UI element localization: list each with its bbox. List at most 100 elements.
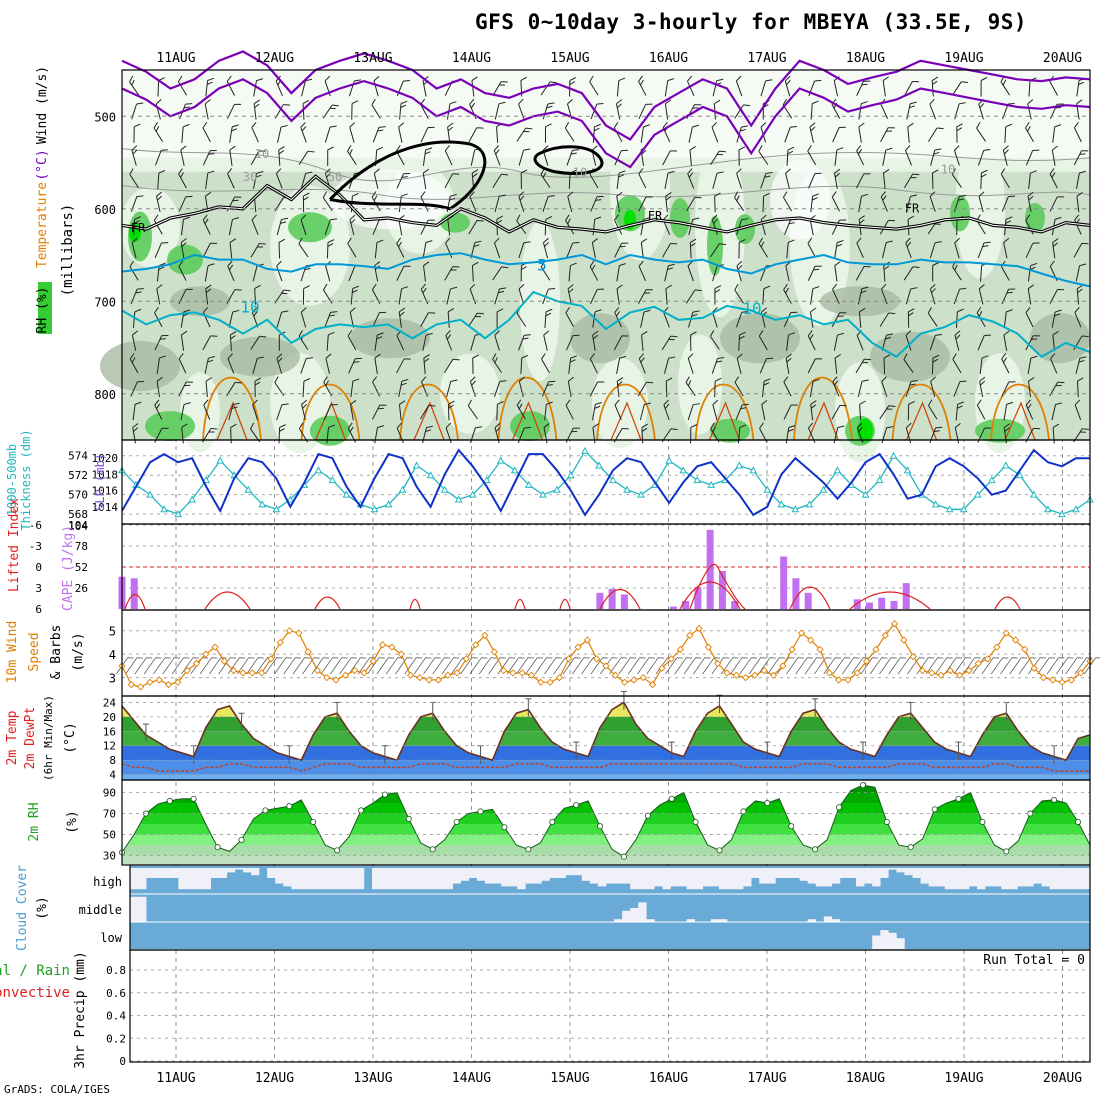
- wind-barb: [882, 76, 889, 97]
- rh-mid-patch: [570, 313, 630, 364]
- boundary-arc: [596, 383, 656, 441]
- cloud-gap: [234, 868, 244, 870]
- thickness-point: [426, 471, 435, 479]
- wind-barb: [516, 127, 533, 142]
- wind-barb: [858, 101, 868, 120]
- wind-barb: [712, 307, 718, 328]
- wind-barb: [931, 354, 940, 375]
- wind-barb: [518, 376, 525, 397]
- wind-speed-point: [267, 655, 275, 663]
- wind-barb: [276, 310, 289, 328]
- rh-contour: [121, 148, 1091, 182]
- surface-wind-barb: [181, 657, 199, 675]
- rh-high-patch: [145, 411, 195, 442]
- rh2m-band: [122, 834, 1090, 846]
- wind-barb: [541, 380, 556, 397]
- wind-barb: [131, 145, 138, 166]
- cloud-gap: [815, 868, 825, 887]
- cloud-gap: [484, 868, 494, 884]
- rh2m-point: [716, 847, 723, 854]
- wind-barb: [298, 237, 309, 258]
- wind-barb: [350, 192, 359, 213]
- wind-barb: [956, 123, 963, 143]
- y-tick-label: 90: [103, 787, 116, 800]
- credit-label: GrADS: COLA/IGES: [4, 1083, 110, 1096]
- cloud-cell: [831, 919, 841, 922]
- cape-bar: [780, 556, 788, 609]
- cloud-cell: [710, 919, 720, 922]
- cloud-gap: [517, 868, 526, 890]
- surface-wind-barb: [907, 657, 925, 675]
- wind-barb: [250, 150, 266, 166]
- cloud-gap: [743, 868, 752, 887]
- cloud-gap: [420, 868, 429, 890]
- wind-barb: [540, 81, 557, 96]
- cloud-gap: [525, 868, 534, 884]
- axis-label-dewpt: 2m DewPt: [23, 707, 38, 770]
- wind-speed-point: [1058, 678, 1066, 686]
- cloud-gap: [355, 868, 365, 890]
- wind-barb: [880, 191, 888, 212]
- cloud-gap: [839, 868, 849, 878]
- wind-speed-point: [369, 657, 377, 665]
- wind-barb: [711, 214, 718, 236]
- boundary-arc-inner: [314, 401, 347, 441]
- wind-barb: [834, 147, 844, 166]
- wind-speed-point: [351, 666, 359, 675]
- wind-barb: [180, 145, 187, 166]
- wind-barb: [545, 123, 552, 143]
- wind-barb: [661, 335, 678, 350]
- wind-barb: [301, 399, 308, 421]
- thickness-point: [244, 485, 253, 493]
- wind-barb: [178, 260, 187, 281]
- wind-barb: [374, 425, 385, 444]
- axis-label-rh: RH (%): [35, 287, 50, 334]
- rh-high-patch: [710, 418, 750, 443]
- y-tick-label: 1018: [92, 468, 119, 481]
- rh2m-point: [549, 818, 556, 825]
- wind-barb: [786, 146, 795, 166]
- wind-barb: [471, 76, 478, 97]
- rh2m-band: [122, 813, 1090, 825]
- cloud-gap: [186, 868, 195, 890]
- thickness-point: [1001, 461, 1010, 469]
- boundary-arc-inner: [610, 401, 642, 441]
- wind-barb: [1074, 399, 1082, 420]
- rh2m-panel: 30 50 70 90: [103, 782, 1091, 864]
- bottom-date-label: 14AUG: [452, 1071, 491, 1086]
- thickness-point: [1058, 510, 1066, 518]
- wind-barb: [324, 125, 337, 143]
- temp-band: [122, 702, 1090, 717]
- top-date-label: 20AUG: [1043, 51, 1082, 66]
- wind-barb: [568, 355, 578, 375]
- temperature-isotherm-line: [121, 50, 1091, 141]
- thickness-point: [342, 490, 351, 498]
- thickness-point: [1072, 505, 1080, 513]
- wind-barb: [302, 192, 310, 213]
- y-tick-label: 78: [75, 540, 88, 553]
- rh2m-point: [1075, 818, 1082, 825]
- wind-barb: [444, 145, 453, 166]
- surface-wind-barb: [683, 657, 702, 675]
- wind-speed-point: [518, 669, 526, 677]
- wind-speed-point: [1077, 669, 1085, 677]
- wind-barb: [589, 353, 598, 374]
- cloud-cell: [880, 930, 889, 949]
- cloud-gap: [533, 868, 542, 884]
- surface-wind-barb: [320, 657, 339, 675]
- panel-frame-wind: [121, 609, 1091, 697]
- wind-barb: [129, 260, 139, 281]
- wind-barb: [129, 168, 139, 188]
- cloud-cell: [718, 919, 728, 922]
- wind-barb: [857, 286, 869, 305]
- wind-barb: [275, 168, 283, 189]
- contour-label: FR: [648, 209, 663, 223]
- rh2m-point: [812, 846, 819, 853]
- cloud-gap: [960, 868, 970, 890]
- cloud-gap: [573, 868, 583, 876]
- wind-barb: [785, 353, 792, 374]
- thickness-point: [819, 485, 828, 493]
- boundary-arc-inner: [511, 401, 544, 441]
- wind-barb: [834, 261, 841, 282]
- wind-barb: [616, 170, 626, 190]
